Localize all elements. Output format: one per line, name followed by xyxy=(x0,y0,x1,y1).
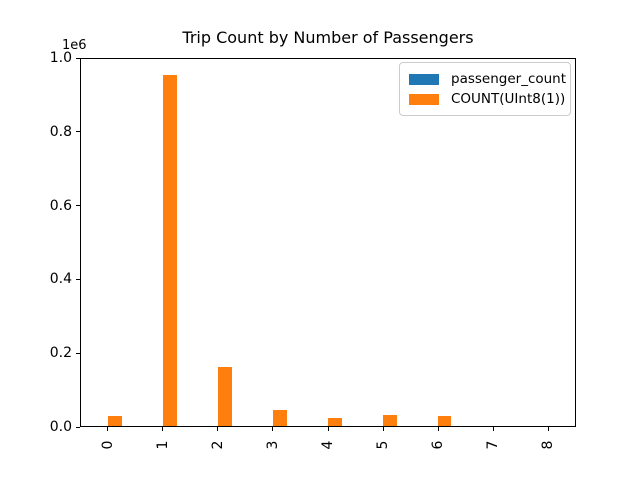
legend-label-passenger-count: passenger_count xyxy=(451,71,567,87)
y-tick-mark xyxy=(76,131,80,133)
x-tick-label: 0 xyxy=(99,440,116,450)
x-tick-mark xyxy=(217,427,219,431)
x-tick-label: 8 xyxy=(540,440,557,450)
y-tick-label: 0.2 xyxy=(49,345,72,362)
bar-COUNT(UInt8(1))-2 xyxy=(218,366,232,426)
bar-COUNT(UInt8(1))-6 xyxy=(437,416,452,426)
x-tick-mark xyxy=(382,427,384,431)
y-tick-mark xyxy=(76,205,80,207)
y-tick-mark xyxy=(76,426,80,428)
y-axis-offset-label: 1e6 xyxy=(62,38,87,53)
y-tick-label: 0.6 xyxy=(49,197,72,214)
chart-title: Trip Count by Number of Passengers xyxy=(182,28,474,47)
y-tick-mark xyxy=(76,278,80,280)
x-tick-mark xyxy=(492,427,494,431)
y-tick-label: 0.4 xyxy=(49,271,72,288)
y-tick-label: 1.0 xyxy=(49,50,72,66)
x-tick-mark xyxy=(272,427,274,431)
x-tick-label: 7 xyxy=(485,440,502,450)
x-tick-mark xyxy=(162,427,164,431)
plot-area xyxy=(80,58,576,427)
bar-COUNT(UInt8(1))-3 xyxy=(273,410,287,426)
x-tick-label: 6 xyxy=(430,440,447,450)
y-tick-mark xyxy=(76,57,80,59)
legend-swatch-passenger-count xyxy=(409,73,439,85)
x-tick-mark xyxy=(437,427,439,431)
legend: passenger_count COUNT(UInt8(1)) xyxy=(399,62,571,116)
legend-item-count: COUNT(UInt8(1)) xyxy=(409,89,565,109)
bar-COUNT(UInt8(1))-1 xyxy=(163,74,178,426)
y-tick-mark xyxy=(76,352,80,354)
x-tick-label: 5 xyxy=(375,440,392,450)
x-tick-mark xyxy=(327,427,329,431)
bar-COUNT(UInt8(1))-4 xyxy=(328,418,342,426)
x-tick-mark xyxy=(107,427,109,431)
y-tick-label: 0.8 xyxy=(49,123,72,140)
legend-swatch-count xyxy=(409,93,439,105)
x-tick-label: 3 xyxy=(264,440,281,450)
x-tick-label: 1 xyxy=(154,440,171,450)
legend-item-passenger-count: passenger_count xyxy=(409,69,566,89)
legend-label-count: COUNT(UInt8(1)) xyxy=(451,91,566,107)
bar-COUNT(UInt8(1))-0 xyxy=(108,415,123,426)
x-tick-label: 2 xyxy=(209,440,226,450)
bar-COUNT(UInt8(1))-5 xyxy=(382,414,397,426)
x-tick-label: 4 xyxy=(320,440,336,450)
y-tick-label: 0.0 xyxy=(49,419,72,435)
x-tick-mark xyxy=(547,427,549,431)
